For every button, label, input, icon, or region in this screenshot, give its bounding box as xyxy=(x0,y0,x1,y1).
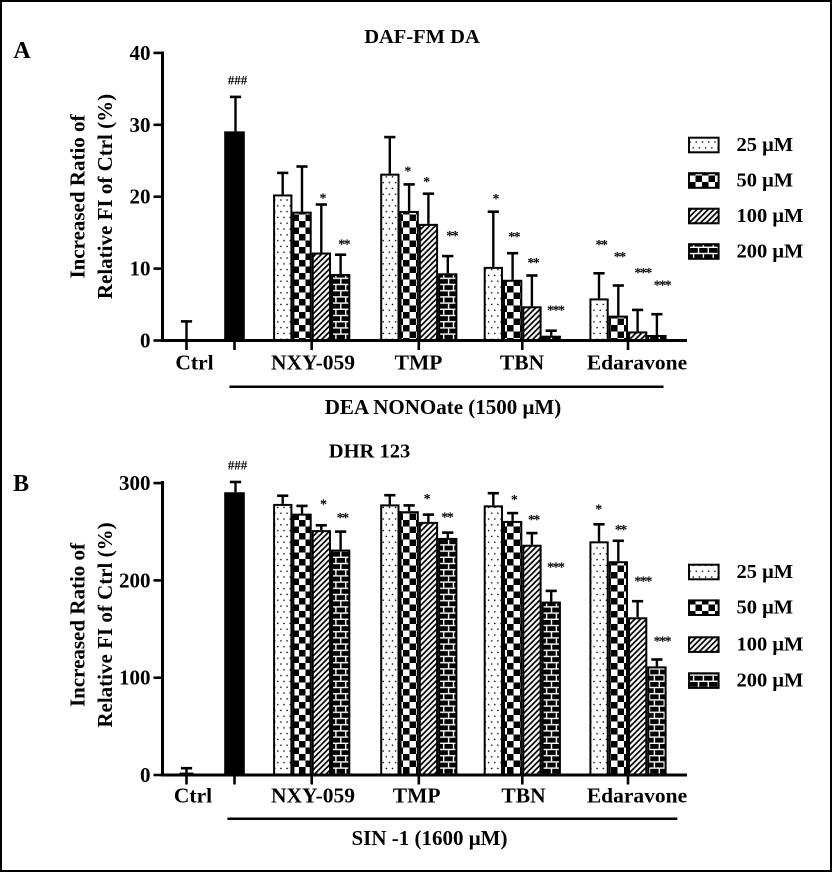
svg-text:TBN: TBN xyxy=(501,784,546,808)
svg-text:TBN: TBN xyxy=(500,351,545,375)
svg-text:200: 200 xyxy=(119,568,151,592)
svg-text:100 μM: 100 μM xyxy=(737,634,804,656)
svg-text:***: *** xyxy=(547,304,565,319)
svg-text:*: * xyxy=(423,175,430,190)
svg-text:*: * xyxy=(424,492,431,507)
svg-text:200 μM: 200 μM xyxy=(737,670,804,692)
svg-text:0: 0 xyxy=(140,329,151,353)
svg-text:***: *** xyxy=(634,575,652,590)
svg-text:***: *** xyxy=(654,635,672,650)
svg-text:**: ** xyxy=(615,523,628,538)
svg-text:DHR 123: DHR 123 xyxy=(329,441,410,463)
svg-text:50 μM: 50 μM xyxy=(737,170,794,192)
svg-text:25 μM: 25 μM xyxy=(737,134,794,156)
svg-text:*: * xyxy=(595,503,602,518)
svg-text:***: *** xyxy=(634,266,652,281)
svg-text:**: ** xyxy=(441,511,454,526)
svg-text:SIN -1 (1600 μM): SIN -1 (1600 μM) xyxy=(352,826,508,850)
svg-text:DEA NONOate (1500 μM): DEA NONOate (1500 μM) xyxy=(325,395,561,419)
svg-text:TMP: TMP xyxy=(395,351,443,375)
svg-text:DAF-FM DA: DAF-FM DA xyxy=(364,26,480,48)
svg-text:A: A xyxy=(13,38,31,64)
svg-text:Edaravone: Edaravone xyxy=(587,351,687,375)
svg-text:**: ** xyxy=(337,511,350,526)
svg-text:Increased Ratio of: Increased Ratio of xyxy=(66,542,90,707)
svg-text:100 μM: 100 μM xyxy=(737,205,804,227)
svg-text:*: * xyxy=(511,493,518,508)
svg-text:40: 40 xyxy=(130,41,151,65)
svg-text:10: 10 xyxy=(130,257,151,281)
svg-text:**: ** xyxy=(338,238,351,253)
svg-text:***: *** xyxy=(547,561,565,576)
svg-text:100: 100 xyxy=(119,666,151,690)
svg-text:**: ** xyxy=(527,256,540,271)
svg-text:NXY-059: NXY-059 xyxy=(271,784,355,808)
svg-text:Increased Ratio of: Increased Ratio of xyxy=(66,113,90,278)
svg-text:Ctrl: Ctrl xyxy=(174,784,212,808)
svg-text:Ctrl: Ctrl xyxy=(175,351,213,375)
svg-text:**: ** xyxy=(528,513,541,528)
svg-text:300: 300 xyxy=(119,471,151,495)
svg-text:20: 20 xyxy=(130,185,151,209)
svg-text:###: ### xyxy=(228,458,248,473)
svg-text:###: ### xyxy=(228,72,248,87)
svg-text:25 μM: 25 μM xyxy=(737,561,794,583)
svg-text:**: ** xyxy=(508,230,521,245)
svg-text:**: ** xyxy=(614,250,627,265)
svg-text:***: *** xyxy=(654,279,672,294)
svg-text:*: * xyxy=(493,192,500,207)
svg-text:*: * xyxy=(404,165,411,180)
svg-text:NXY-059: NXY-059 xyxy=(271,351,355,375)
svg-text:**: ** xyxy=(596,238,609,253)
svg-text:TMP: TMP xyxy=(393,784,441,808)
svg-text:0: 0 xyxy=(140,763,151,787)
svg-text:Edaravone: Edaravone xyxy=(587,784,687,808)
svg-text:Relative FI of Ctrl (%): Relative FI of Ctrl (%) xyxy=(93,522,117,727)
svg-text:*: * xyxy=(320,192,327,207)
svg-text:B: B xyxy=(13,471,29,497)
svg-text:50 μM: 50 μM xyxy=(737,597,794,619)
svg-text:Relative FI of Ctrl (%): Relative FI of Ctrl (%) xyxy=(93,94,117,299)
svg-text:**: ** xyxy=(446,229,459,244)
svg-text:*: * xyxy=(320,498,327,513)
svg-text:200 μM: 200 μM xyxy=(737,241,804,263)
svg-text:30: 30 xyxy=(130,113,151,137)
